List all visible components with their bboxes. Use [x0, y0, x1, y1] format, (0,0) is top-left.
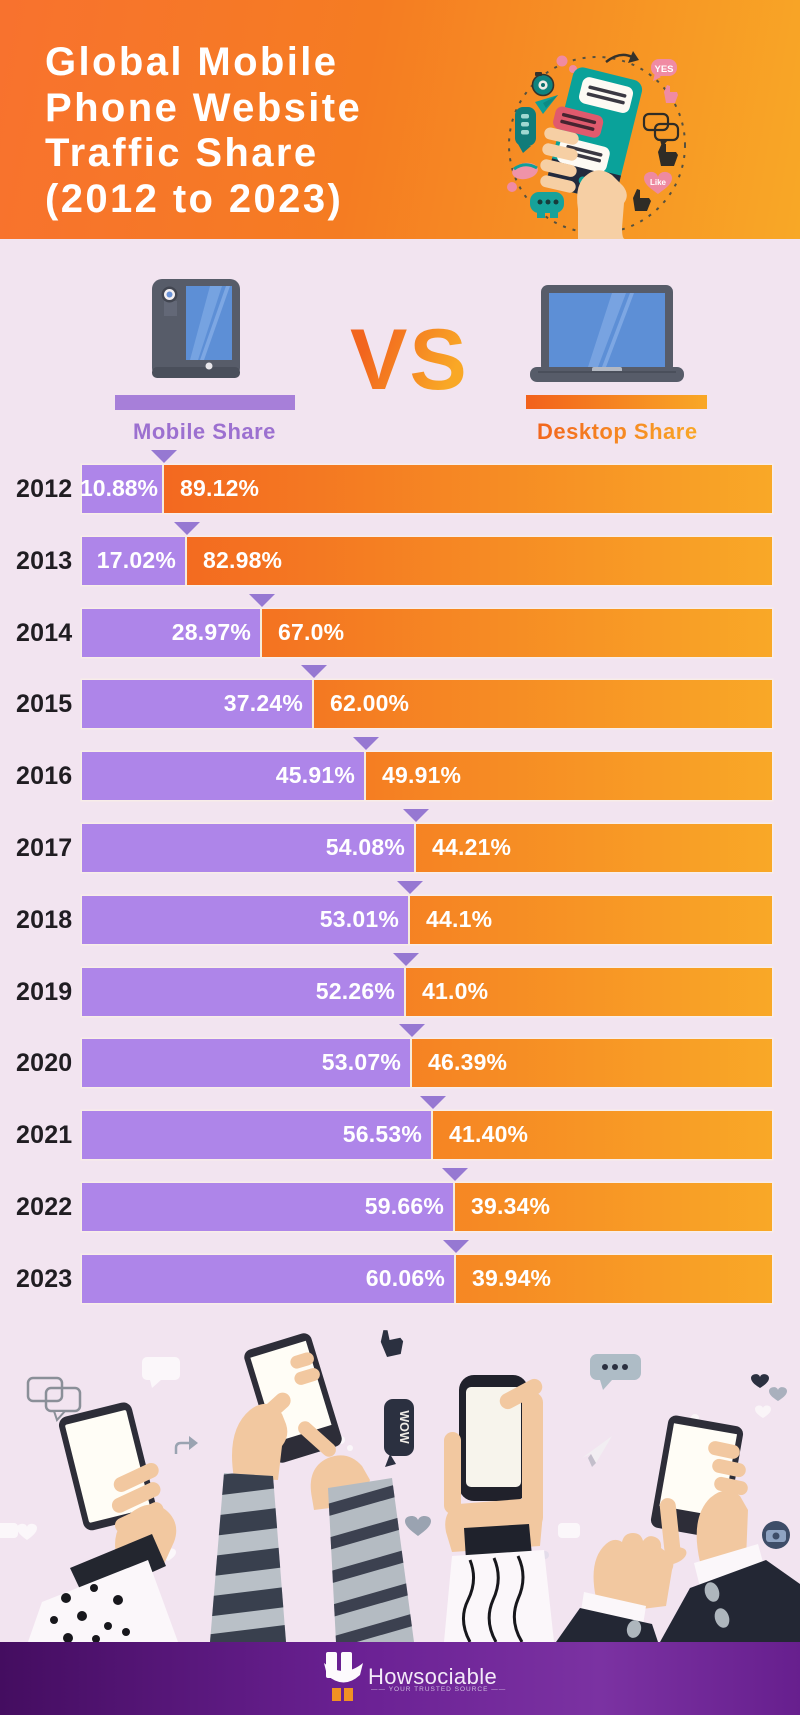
svg-text:Like: Like [650, 178, 667, 187]
svg-text:YES: YES [654, 64, 673, 75]
svg-text:WOW: WOW [397, 1410, 411, 1444]
